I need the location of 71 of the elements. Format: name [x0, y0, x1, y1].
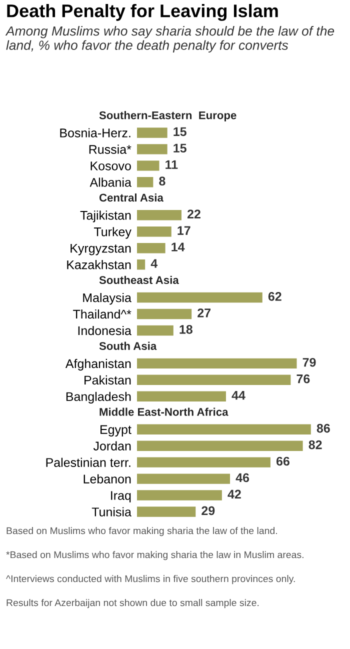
y-tick-label: Kyrgyzstan: [70, 244, 131, 256]
y-tick-label: Tajikistan: [80, 210, 131, 222]
y-tick-label: Tunisia: [92, 507, 132, 516]
data-label: 8: [159, 176, 166, 186]
bar: [137, 374, 291, 386]
text: *Based on Muslims who favor making sharia the law in Muslim areas.: [6, 551, 304, 560]
y-tick-label: Central Asia: [99, 193, 164, 202]
data-label: 42: [228, 490, 241, 499]
y-tick-label: Indonesia: [78, 326, 132, 336]
data-label: 76: [296, 374, 310, 384]
chart-title: Death Penalty for Leaving Islam: [7, 4, 278, 21]
data-label: 27: [198, 308, 211, 318]
y-tick-label: Afghanistan: [65, 358, 131, 371]
bar: [137, 242, 166, 254]
data-label: 18: [180, 324, 192, 334]
bar: [137, 457, 270, 468]
data-label: 79: [302, 358, 316, 367]
data-label: 82: [308, 440, 322, 450]
y-tick-label: Lebanon: [84, 474, 131, 484]
data-label: 4: [150, 259, 158, 268]
bar: [137, 177, 154, 188]
bar: [137, 210, 182, 220]
y-tick-label: South Asia: [99, 342, 157, 350]
y-tick-label: Iraq: [111, 491, 131, 502]
y-tick-label: Thailand^*: [73, 309, 132, 319]
text: ^Interviews conducted with Muslims in five southern provinces only.: [6, 575, 295, 584]
text: Results for Azerbaijan not shown due to small sample size.: [6, 599, 259, 608]
data-label: 44: [232, 391, 246, 400]
bar: [137, 144, 168, 154]
y-tick-label: Albania: [90, 178, 132, 187]
y-tick-label: Kazakhstan: [67, 260, 131, 270]
bar: [137, 325, 174, 336]
bar: [137, 391, 226, 402]
text: Based on Muslims who favor making sharia the law of the land.: [6, 527, 277, 536]
data-label: 11: [166, 160, 178, 169]
data-label: 15: [174, 144, 186, 153]
bar: [137, 358, 297, 369]
chart-subtitle: Among Muslims who say sharia should be the law of the land, % who favor the death penalty for converts: [5, 26, 334, 53]
data-label: 66: [276, 456, 290, 466]
data-label: 17: [178, 226, 190, 235]
y-tick-label: Southeast Asia: [99, 276, 179, 284]
y-tick-label: Egypt: [100, 425, 132, 436]
bar: [137, 292, 262, 303]
y-tick-label: Palestinian terr.: [46, 458, 130, 467]
y-tick-label: Southern-Eastern Europe: [99, 111, 236, 122]
bar: [137, 440, 303, 451]
y-tick-label: Turkey: [94, 227, 132, 239]
data-label: 62: [268, 292, 282, 301]
data-label: 46: [236, 473, 250, 482]
y-tick-label: Bangladesh: [66, 392, 131, 404]
y-tick-label: Pakistan: [84, 375, 131, 385]
y-tick-label: Jordan: [93, 441, 131, 450]
bar: [137, 160, 160, 171]
bar: [137, 474, 230, 484]
y-tick-label: Bosnia-Herz.: [60, 128, 130, 138]
bar: [137, 226, 172, 237]
y-tick-label: Russia*: [89, 144, 132, 154]
y-tick-label: Middle East-North Africa: [100, 408, 228, 416]
data-label: 15: [174, 127, 186, 136]
bar: [137, 308, 192, 320]
data-label: 22: [187, 210, 200, 218]
bar: [137, 506, 196, 517]
bar: [137, 424, 311, 434]
bar: [137, 259, 146, 270]
data-label: 14: [172, 242, 185, 252]
data-label: 29: [202, 506, 215, 516]
bar: [137, 490, 222, 500]
y-tick-label: Kosovo: [90, 162, 131, 170]
bar: [137, 128, 168, 138]
data-label: 86: [316, 424, 330, 433]
y-tick-label: Malaysia: [83, 292, 132, 305]
